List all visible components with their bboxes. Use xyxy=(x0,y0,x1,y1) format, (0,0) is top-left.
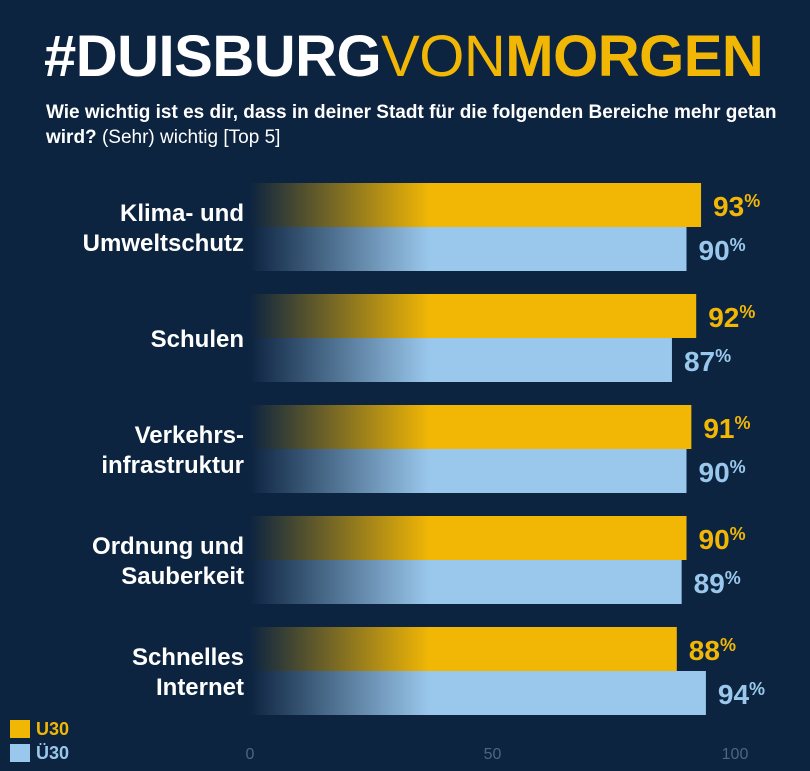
value-label-u30-3: 90% xyxy=(699,524,746,555)
chart-title: #DUISBURGVONMORGEN xyxy=(44,22,764,92)
category-label-2-0: Verkehrs- xyxy=(135,422,244,449)
category-label-0-0: Klima- und xyxy=(120,200,244,227)
category-label-4-0: Schnelles xyxy=(132,644,244,671)
x-tick-label-2: 100 xyxy=(722,746,749,763)
bar-u30-4 xyxy=(250,627,677,671)
value-label-ue30-1: 87% xyxy=(684,346,731,377)
chart-subtitle: Wie wichtig ist es dir, dass in deiner S… xyxy=(46,100,786,150)
subtitle-question: Wie wichtig ist es dir, dass in deiner S… xyxy=(46,102,777,148)
category-label-3-0: Ordnung und xyxy=(92,533,244,560)
title-part-duisburg: #DUISBURG xyxy=(44,24,382,89)
value-label-u30-2: 91% xyxy=(703,413,750,444)
bar-ue30-2 xyxy=(250,449,687,493)
value-label-ue30-3: 89% xyxy=(694,568,741,599)
bar-ue30-1 xyxy=(250,338,672,382)
value-label-u30-0: 93% xyxy=(713,191,760,222)
value-label-u30-4: 88% xyxy=(689,635,736,666)
value-label-ue30-4: 94% xyxy=(718,679,765,710)
subtitle-note: (Sehr) wichtig [Top 5] xyxy=(96,127,281,148)
category-label-1-0: Schulen xyxy=(151,326,244,353)
category-label-2-1: infrastruktur xyxy=(101,452,244,479)
bar-u30-2 xyxy=(250,405,692,449)
x-tick-label-0: 0 xyxy=(246,746,255,763)
bar-u30-1 xyxy=(250,294,697,338)
bar-u30-3 xyxy=(250,516,687,560)
legend-item-ue30: Ü30 xyxy=(10,742,69,764)
legend-item-u30: U30 xyxy=(10,718,69,740)
legend-label-ue30: Ü30 xyxy=(36,742,70,763)
legend-swatch-u30 xyxy=(10,720,30,738)
bar-u30-0 xyxy=(250,183,702,227)
value-label-ue30-2: 90% xyxy=(699,457,746,488)
legend: U30 Ü30 xyxy=(10,718,69,766)
value-label-ue30-0: 90% xyxy=(699,235,746,266)
bar-ue30-3 xyxy=(250,560,682,604)
title-part-von: VON xyxy=(381,24,506,89)
legend-swatch-ue30 xyxy=(10,744,30,762)
x-tick-label-1: 50 xyxy=(484,746,502,763)
category-label-3-1: Sauberkeit xyxy=(121,563,244,590)
legend-label-u30: U30 xyxy=(36,718,70,739)
bar-ue30-0 xyxy=(250,227,687,271)
value-label-u30-1: 92% xyxy=(708,302,755,333)
title-part-morgen: MORGEN xyxy=(505,24,764,89)
category-label-4-1: Internet xyxy=(156,674,244,701)
bar-ue30-4 xyxy=(250,671,706,715)
category-label-0-1: Umweltschutz xyxy=(83,230,244,257)
